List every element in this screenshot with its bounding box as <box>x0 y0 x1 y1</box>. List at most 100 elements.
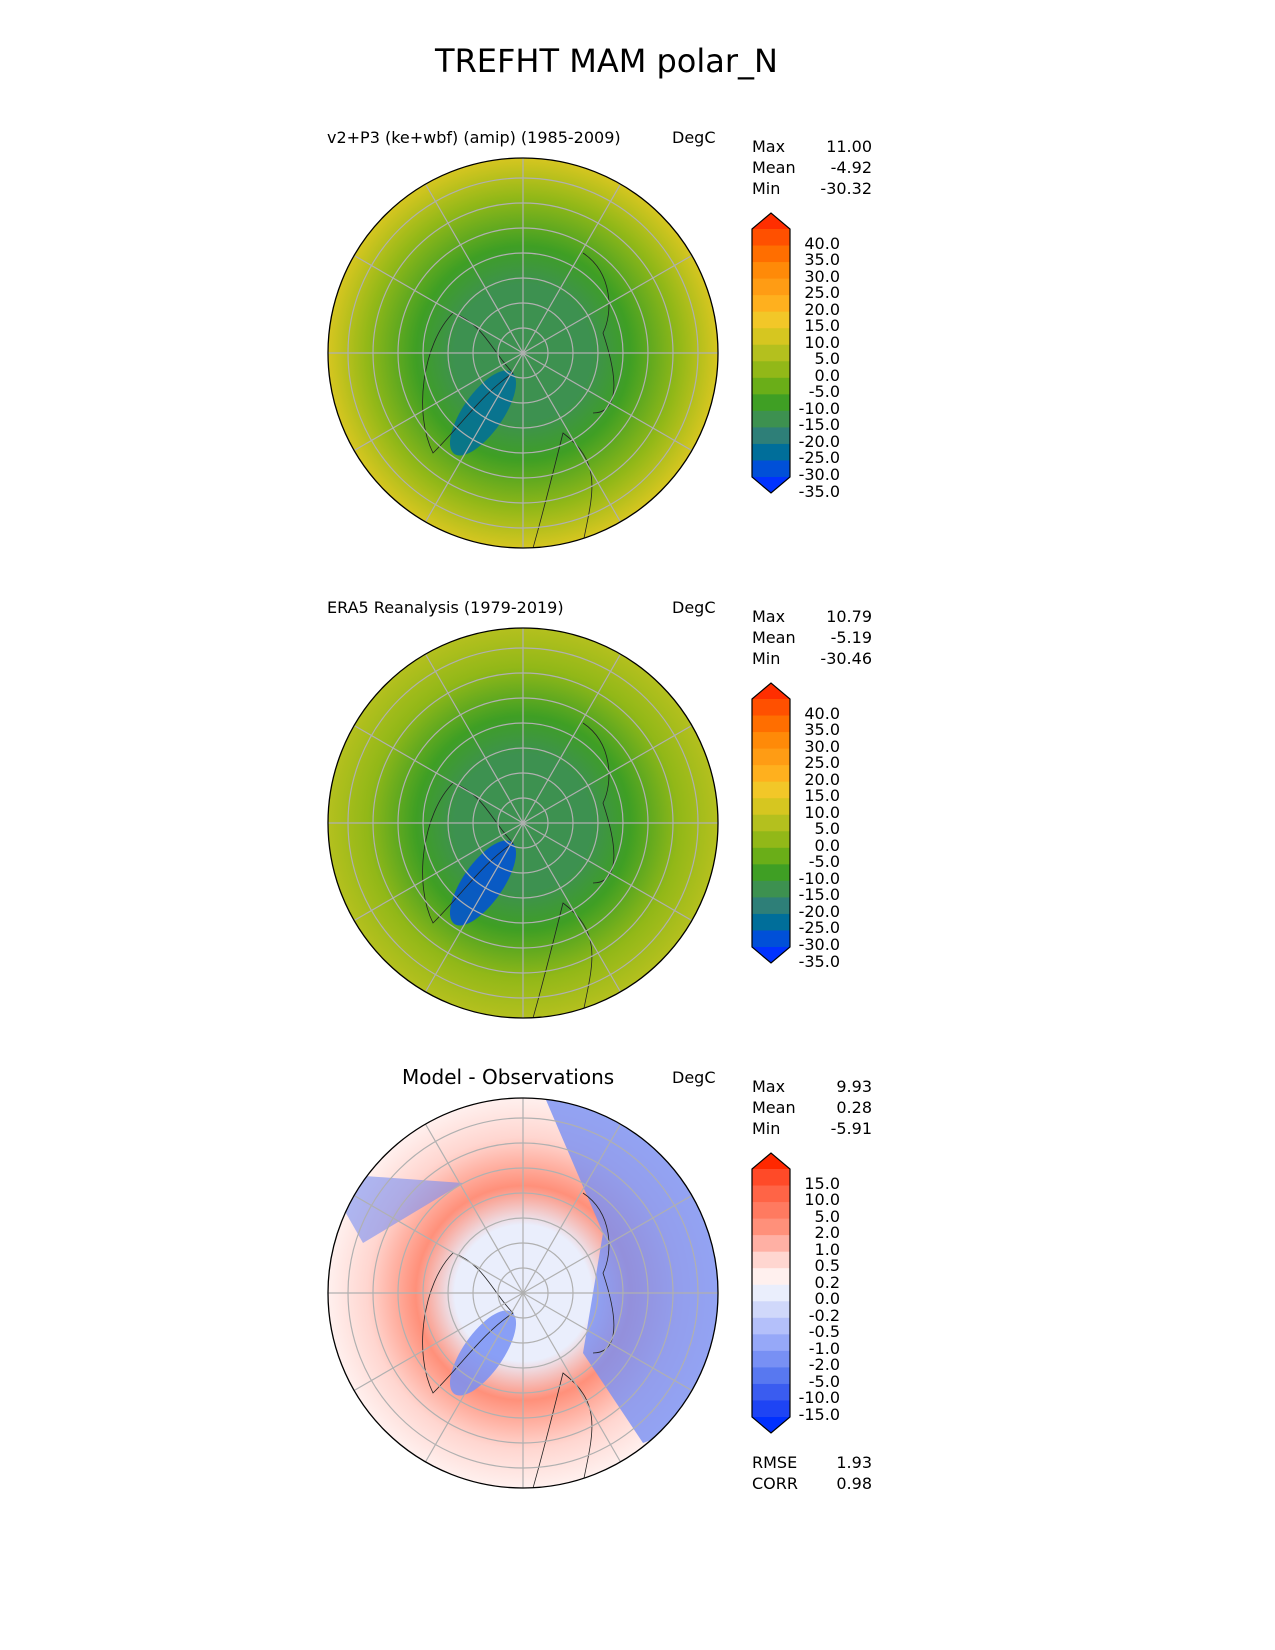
metric-value: 0.98 <box>836 1474 872 1493</box>
stat-key: Min <box>752 649 781 668</box>
colorbar-tick-label: -15.0 <box>798 415 840 435</box>
colorbar-tick-label: 40.0 <box>804 233 840 253</box>
colorbar-tick-label: 25.0 <box>804 753 840 773</box>
stat-value: 9.93 <box>836 1077 872 1096</box>
colorbar-tick-label: -0.5 <box>808 1322 840 1342</box>
stat-key: Max <box>752 607 786 626</box>
colorbar-tick-label: -1.0 <box>808 1338 840 1358</box>
colorbar-bin <box>752 880 790 898</box>
colorbar-tick-label: -35.0 <box>798 481 840 501</box>
colorbar-tick-label: -20.0 <box>798 901 840 921</box>
longitude-line <box>353 1194 524 1294</box>
colorbar-bin <box>752 311 790 329</box>
colorbar-tick-label: -15.0 <box>798 885 840 905</box>
colorbar-tick-label: 30.0 <box>804 736 840 756</box>
colorbar-tick-label: 1.0 <box>814 1239 840 1259</box>
colorbar-bin <box>752 831 790 849</box>
stat-value: 10.79 <box>826 607 872 626</box>
colorbar-tick-label: 25.0 <box>804 283 840 303</box>
colorbar-tick-label: -15.0 <box>798 1405 840 1424</box>
colorbar-tick-label: 0.0 <box>814 1289 840 1309</box>
colorbar-tick-label: 15.0 <box>804 1173 840 1193</box>
colorbar-tick-label: -5.0 <box>808 382 840 402</box>
stat-key: Min <box>752 179 781 198</box>
colorbar-tick-label: 5.0 <box>814 349 840 369</box>
stat-mean: Mean 0.28 <box>752 1098 872 1118</box>
colorbar-tick-label: -10.0 <box>798 868 840 888</box>
longitude-line <box>522 183 622 354</box>
colorbar-tick-label: 35.0 <box>804 250 840 270</box>
colorbar-bin <box>752 1400 790 1418</box>
colorbar-bin <box>752 344 790 362</box>
stat-value: -4.92 <box>830 158 872 177</box>
colorbar-tick-label: -35.0 <box>798 951 840 971</box>
stat-value: -5.19 <box>830 628 872 647</box>
colorbar-extend-max <box>752 1153 790 1169</box>
longitude-line <box>353 822 524 922</box>
stat-value: -5.91 <box>830 1119 872 1138</box>
stat-key: Mean <box>752 158 796 177</box>
colorbar-bin <box>752 798 790 816</box>
colorbar-tick-label: -2.0 <box>808 1355 840 1375</box>
map-boundary <box>327 627 719 1019</box>
colorbar-bin <box>752 1367 790 1385</box>
polar-map <box>327 1097 719 1489</box>
stat-max: Max 9.93 <box>752 1077 872 1097</box>
cold-region <box>449 840 517 926</box>
units-label: DegC <box>672 598 716 617</box>
longitude-line <box>424 822 524 993</box>
longitude-line <box>353 254 524 354</box>
longitude-line <box>424 653 524 824</box>
colorbar-tick-label: -5.0 <box>808 852 840 872</box>
stat-value: 0.28 <box>836 1098 872 1117</box>
colorbar-extend-max <box>752 213 790 229</box>
colorbar-tick-label: 2.0 <box>814 1223 840 1243</box>
stat-value: -30.32 <box>820 179 872 198</box>
stat-min: Min -30.32 <box>752 179 872 199</box>
stat-mean: Mean -5.19 <box>752 628 872 648</box>
units-label: DegC <box>672 128 716 147</box>
longitude-line <box>353 724 524 824</box>
colorbar-bin <box>752 1169 790 1187</box>
longitude-line <box>353 1292 524 1392</box>
colorbar-bin <box>752 278 790 296</box>
colorbar-tick-label: -5.0 <box>808 1371 840 1391</box>
metric-key: CORR <box>752 1474 798 1493</box>
longitude-line <box>424 1123 524 1294</box>
longitude-line <box>424 183 524 354</box>
colorbar-bin <box>752 1218 790 1236</box>
colorbar-bin <box>752 410 790 428</box>
colorbar-tick-label: 20.0 <box>804 299 840 319</box>
colorbar-tick-label: -25.0 <box>798 918 840 938</box>
colorbar-tick-label: 0.2 <box>814 1272 840 1292</box>
colorbar-extend-min <box>752 1417 790 1433</box>
panel-title: ERA5 Reanalysis (1979-2019) <box>327 598 564 617</box>
colorbar-bin <box>752 460 790 478</box>
colorbar-bin <box>752 897 790 915</box>
colorbar-tick-label: 40.0 <box>804 703 840 723</box>
longitude-line <box>522 1123 622 1294</box>
colorbar-tick-label: -10.0 <box>798 398 840 418</box>
longitude-line <box>522 822 693 922</box>
colorbar-tick-label: -0.2 <box>808 1305 840 1325</box>
colorbar-extend-max <box>752 683 790 699</box>
longitude-line <box>522 1292 622 1463</box>
colorbar-tick-label: 10.0 <box>804 802 840 822</box>
colorbar-bin <box>752 748 790 766</box>
colorbar-tick-label: 10.0 <box>804 332 840 352</box>
colorbar-tick-label: -10.0 <box>798 1388 840 1408</box>
longitude-line <box>522 254 693 354</box>
colorbar-bin <box>752 361 790 379</box>
colorbar-bin <box>752 1202 790 1220</box>
stat-key: Mean <box>752 628 796 647</box>
colorbar-bin <box>752 328 790 346</box>
colorbar-bin <box>752 847 790 865</box>
polar-map <box>327 157 719 549</box>
colorbar-bin <box>752 443 790 461</box>
figure-title: TREFHT MAM polar_N <box>435 42 778 80</box>
colorbar-bin <box>752 781 790 799</box>
colorbar-bin <box>752 1317 790 1335</box>
map-boundary <box>327 1097 719 1489</box>
colorbar <box>751 212 791 494</box>
